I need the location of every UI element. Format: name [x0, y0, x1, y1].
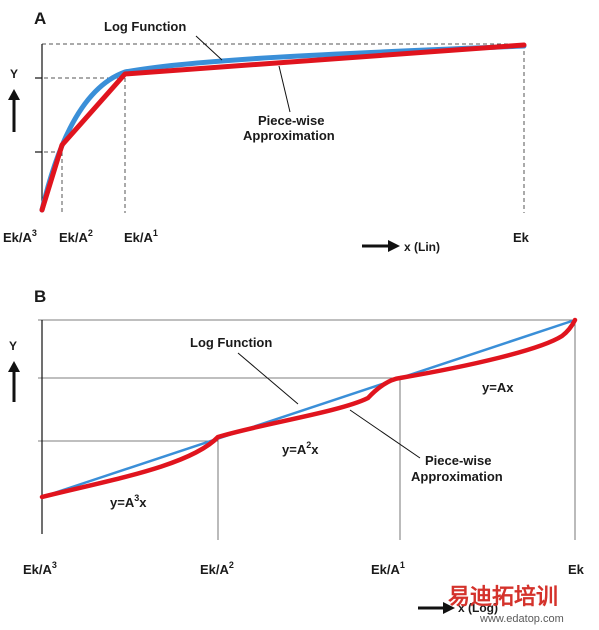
panel-b-right-arrow	[418, 602, 455, 614]
panel-a-piecewise-line	[39, 42, 527, 213]
panel-b-x-label: x (Log)	[458, 601, 498, 615]
panel-b-log-line	[41, 318, 576, 499]
panel-b-up-arrow	[8, 361, 20, 402]
panel-b-pw-pointer	[349, 409, 421, 459]
watermark: 易迪拓培训 www.edatop.com	[448, 584, 564, 625]
watermark-cn: 易迪拓培训	[448, 584, 558, 610]
panel-a-letter: A	[34, 9, 46, 28]
panel-a-right-arrow	[362, 240, 400, 252]
panel-b-seg-label-a2: y=A2x	[282, 440, 319, 457]
panel-a-tick-a1: Ek/A1	[124, 228, 158, 245]
panel-a-pw-label-2: Approximation	[243, 128, 335, 143]
panel-a-pw-label-1: Piece-wise	[258, 113, 325, 128]
panel-a-x-label: x (Lin)	[404, 240, 440, 254]
panel-b-letter: B	[34, 287, 46, 306]
panel-a-y-label: Y	[10, 67, 18, 81]
panel-b-pw-label-1: Piece-wise	[425, 453, 492, 468]
panel-b-guides	[38, 319, 576, 540]
panel-b-seg-label-a3: y=A3x	[110, 493, 147, 510]
panel-a-tick-ek: Ek	[513, 230, 530, 245]
panel-b-pw-label-2: Approximation	[411, 469, 503, 484]
panel-b: B Y Log Function Piece-wise Approximatio…	[8, 287, 585, 615]
panel-b-log-label: Log Function	[190, 335, 272, 350]
panel-a-up-arrow	[8, 89, 20, 132]
panel-b-tick-a3: Ek/A3	[23, 560, 57, 577]
panel-a-tick-a3: Ek/A3	[3, 228, 37, 245]
panel-b-seg-label-a1: y=Ax	[482, 380, 514, 395]
panel-b-log-pointer	[237, 352, 299, 405]
panel-a-pw-pointer	[278, 65, 291, 113]
panel-a-log-label: Log Function	[104, 19, 186, 34]
panel-b-tick-ek: Ek	[568, 562, 585, 577]
panel-b-y-label: Y	[9, 339, 17, 353]
panel-b-piecewise-curve	[39, 317, 578, 500]
panel-b-tick-a2: Ek/A2	[200, 560, 234, 577]
panel-b-tick-a1: Ek/A1	[371, 560, 405, 577]
panel-a: A Y Log Function Piece-wise Approximatio…	[3, 9, 530, 254]
watermark-url: www.edatop.com	[479, 613, 564, 625]
panel-a-log-pointer	[195, 35, 223, 61]
panel-a-tick-a2: Ek/A2	[59, 228, 93, 245]
